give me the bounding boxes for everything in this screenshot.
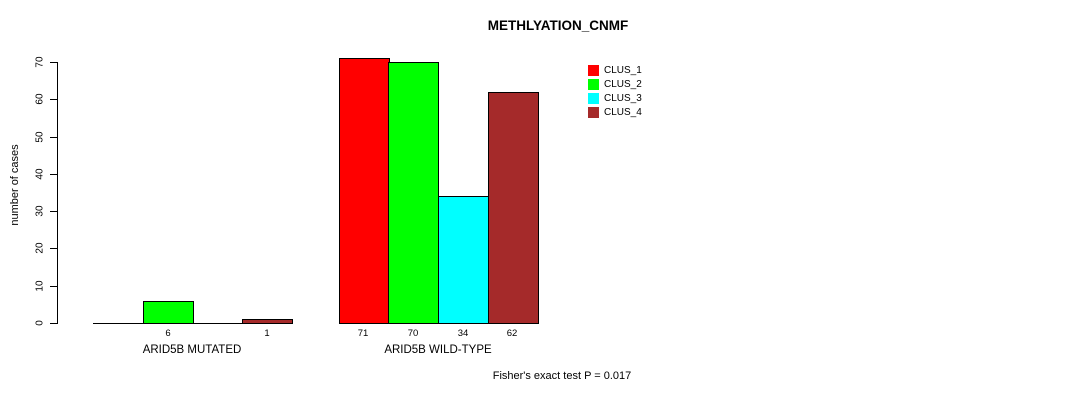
- bar-value-label: 71: [357, 328, 369, 339]
- bar-clus-2-arid5b-wild-type: [388, 62, 439, 324]
- bar-value-label: 6: [165, 328, 171, 339]
- legend-label: CLUS_1: [604, 64, 642, 76]
- y-axis-tick: [50, 248, 58, 249]
- annotation-fisher-test: Fisher's exact test P = 0.017: [492, 370, 632, 382]
- bar-clus-4-arid5b-mutated: [242, 319, 293, 324]
- legend: CLUS_1 CLUS_2 CLUS_3 CLUS_4: [588, 63, 642, 119]
- chart-title: METHLYATION_CNMF: [487, 18, 629, 33]
- bar-clus-3-arid5b-wild-type: [438, 196, 489, 324]
- legend-swatch-icon: [588, 64, 599, 76]
- legend-item-clus-2: CLUS_2: [588, 77, 642, 91]
- legend-label: CLUS_3: [604, 92, 642, 104]
- x-axis-group-label: ARID5B MUTATED: [142, 344, 242, 356]
- y-axis-tick: [50, 211, 58, 212]
- y-axis-tick: [50, 323, 58, 324]
- legend-swatch-icon: [588, 106, 599, 118]
- bar-value-label: 1: [264, 328, 270, 339]
- y-axis-title: number of cases: [9, 144, 21, 226]
- y-axis-tick-label: 70: [34, 56, 46, 68]
- legend-swatch-icon: [588, 78, 599, 90]
- bar-clus-1-arid5b-wild-type: [339, 58, 390, 324]
- y-axis-tick-label: 40: [34, 168, 46, 180]
- legend-label: CLUS_4: [604, 106, 642, 118]
- bar-clus-2-arid5b-mutated: [143, 301, 194, 324]
- y-axis-tick-label: 30: [34, 205, 46, 217]
- bar-clus-4-arid5b-wild-type: [488, 92, 539, 324]
- y-axis-tick: [50, 137, 58, 138]
- y-axis-line: [57, 62, 58, 324]
- y-axis-tick-label: 60: [34, 93, 46, 105]
- legend-label: CLUS_2: [604, 78, 642, 90]
- legend-item-clus-3: CLUS_3: [588, 91, 642, 105]
- y-axis-tick-label: 50: [34, 131, 46, 143]
- y-axis-tick: [50, 99, 58, 100]
- y-axis-tick-label: 20: [34, 242, 46, 254]
- bar-value-label: 70: [407, 328, 419, 339]
- legend-item-clus-1: CLUS_1: [588, 63, 642, 77]
- bar-value-label: 34: [457, 328, 469, 339]
- y-axis-tick-label: 10: [34, 280, 46, 292]
- legend-swatch-icon: [588, 92, 599, 104]
- y-axis-tick: [50, 174, 58, 175]
- y-axis-tick: [50, 286, 58, 287]
- x-axis-group-label: ARID5B WILD-TYPE: [384, 344, 492, 356]
- y-axis-tick: [50, 62, 58, 63]
- legend-item-clus-4: CLUS_4: [588, 105, 642, 119]
- y-axis-tick-label: 0: [34, 320, 46, 326]
- bar-value-label: 62: [506, 328, 518, 339]
